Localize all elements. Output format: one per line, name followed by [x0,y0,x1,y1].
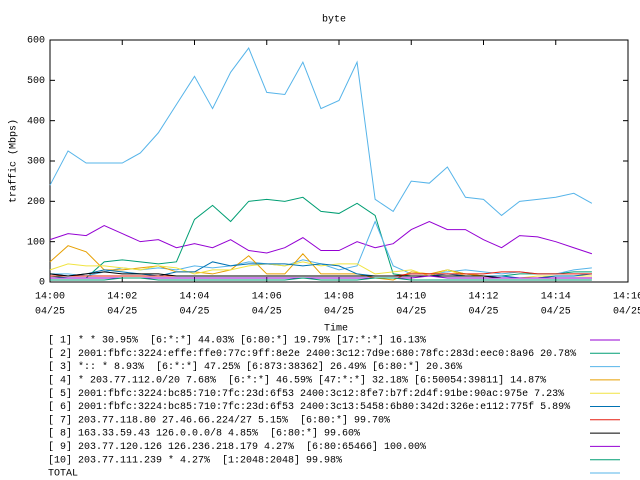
x-tick-date: 04/25 [396,306,426,318]
x-tick-date: 04/25 [541,306,571,318]
x-tick-label: 14:10 [396,292,426,303]
legend-label: [ 5] 2001:fbfc:3224:bc85:710:7fc:23d:6f5… [48,388,564,400]
legend-label: [ 8] 163.33.59.43 126.0.0.0/8 4.85% [6:8… [48,428,360,440]
y-tick-label: 0 [39,278,45,289]
y-tick-label: 200 [27,197,45,208]
series-line [50,220,592,277]
y-tick-label: 400 [27,116,45,127]
x-tick-date: 04/25 [324,306,354,318]
series-line [50,277,592,281]
y-axis-label: traffic (Mbps) [8,119,20,203]
x-tick-label: 14:00 [35,292,65,303]
plot-frame [49,39,629,283]
legend-label: TOTAL [48,469,78,480]
chart-title: byte [322,14,346,26]
legend-label: [ 6] 2001:fbfc:3224:bc85:710:7fc:23d:6f5… [48,401,570,413]
x-tick-label: 14:02 [107,292,137,303]
legend-label: [ 9] 203.77.120.126 126.236.218.179 4.27… [48,441,426,453]
x-tick-date: 04/25 [179,306,209,318]
x-axis-label: Time [324,323,348,335]
y-tick-label: 600 [27,36,45,47]
x-tick-date: 04/25 [468,306,498,318]
legend-label: [ 7] 203.77.118.80 27.46.66.224/27 5.15%… [48,414,390,426]
x-tick-label: 14:06 [252,292,282,303]
x-tick-label: 14:08 [324,292,354,303]
y-tick-label: 300 [27,157,45,168]
x-tick-date: 04/25 [252,306,282,318]
legend-label: [ 3] *:: * 8.93% [6:*:*] 47.25% [6:873:3… [48,361,462,373]
legend-label: [10] 203.77.111.239 * 4.27% [1:2048:2048… [48,454,342,466]
y-tick-label: 100 [27,237,45,248]
x-tick-label: 14:14 [541,292,571,303]
x-tick-date: 04/25 [35,306,65,318]
x-tick-date: 04/25 [613,306,640,318]
x-tick-date: 04/25 [107,306,137,318]
legend-label: [ 4] * 203.77.112.0/20 7.68% [6:*:*] 46.… [48,375,546,387]
y-tick-label: 500 [27,76,45,87]
x-tick-label: 14:04 [179,292,209,303]
series-line [49,220,593,255]
x-tick-label: 14:12 [468,292,498,303]
series-line [49,47,593,217]
legend-label: [ 2] 2001:fbfc:3224:effe:ffe0:77c:9ff:8e… [48,348,576,360]
x-tick-label: 14:16 [613,292,640,303]
legend-label: [ 1] * * 30.95% [6:*:*] 44.03% [6:80:*] … [48,335,426,347]
